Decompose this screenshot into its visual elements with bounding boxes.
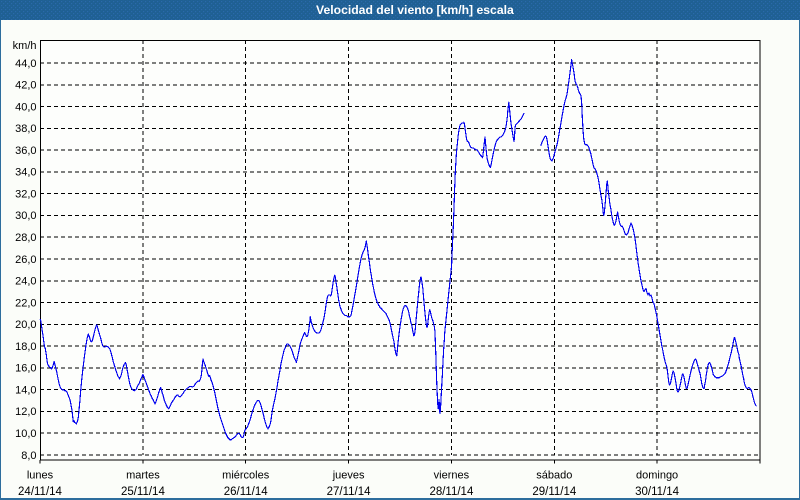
svg-text:8,0: 8,0 bbox=[21, 450, 36, 462]
svg-text:jueves: jueves bbox=[332, 470, 365, 482]
svg-text:29/11/14: 29/11/14 bbox=[532, 486, 577, 498]
svg-text:12,0: 12,0 bbox=[15, 406, 36, 418]
svg-text:24,0: 24,0 bbox=[15, 276, 36, 288]
svg-text:36,0: 36,0 bbox=[15, 145, 36, 157]
svg-text:30,0: 30,0 bbox=[15, 210, 36, 222]
svg-text:domingo: domingo bbox=[636, 470, 678, 482]
svg-text:40,0: 40,0 bbox=[15, 101, 36, 113]
svg-text:16,0: 16,0 bbox=[15, 363, 36, 375]
svg-text:24/11/14: 24/11/14 bbox=[18, 486, 63, 498]
svg-text:martes: martes bbox=[126, 470, 160, 482]
svg-text:32,0: 32,0 bbox=[15, 189, 36, 201]
svg-text:20,0: 20,0 bbox=[15, 319, 36, 331]
svg-text:27/11/14: 27/11/14 bbox=[327, 486, 372, 498]
svg-text:22,0: 22,0 bbox=[15, 297, 36, 309]
svg-text:lunes: lunes bbox=[27, 470, 54, 482]
svg-text:34,0: 34,0 bbox=[15, 167, 36, 179]
svg-text:14,0: 14,0 bbox=[15, 385, 36, 397]
svg-text:28,0: 28,0 bbox=[15, 232, 36, 244]
svg-text:26,0: 26,0 bbox=[15, 254, 36, 266]
svg-text:18,0: 18,0 bbox=[15, 341, 36, 353]
svg-text:28/11/14: 28/11/14 bbox=[429, 486, 474, 498]
svg-text:10,0: 10,0 bbox=[15, 428, 36, 440]
svg-text:sábado: sábado bbox=[536, 470, 572, 482]
svg-text:38,0: 38,0 bbox=[15, 123, 36, 135]
svg-text:25/11/14: 25/11/14 bbox=[121, 486, 166, 498]
svg-text:km/h: km/h bbox=[13, 40, 37, 52]
svg-text:44,0: 44,0 bbox=[15, 58, 36, 70]
svg-text:viernes: viernes bbox=[434, 470, 470, 482]
svg-text:30/11/14: 30/11/14 bbox=[635, 486, 680, 498]
svg-text:miércoles: miércoles bbox=[222, 470, 270, 482]
svg-text:26/11/14: 26/11/14 bbox=[224, 486, 269, 498]
svg-text:42,0: 42,0 bbox=[15, 80, 36, 92]
